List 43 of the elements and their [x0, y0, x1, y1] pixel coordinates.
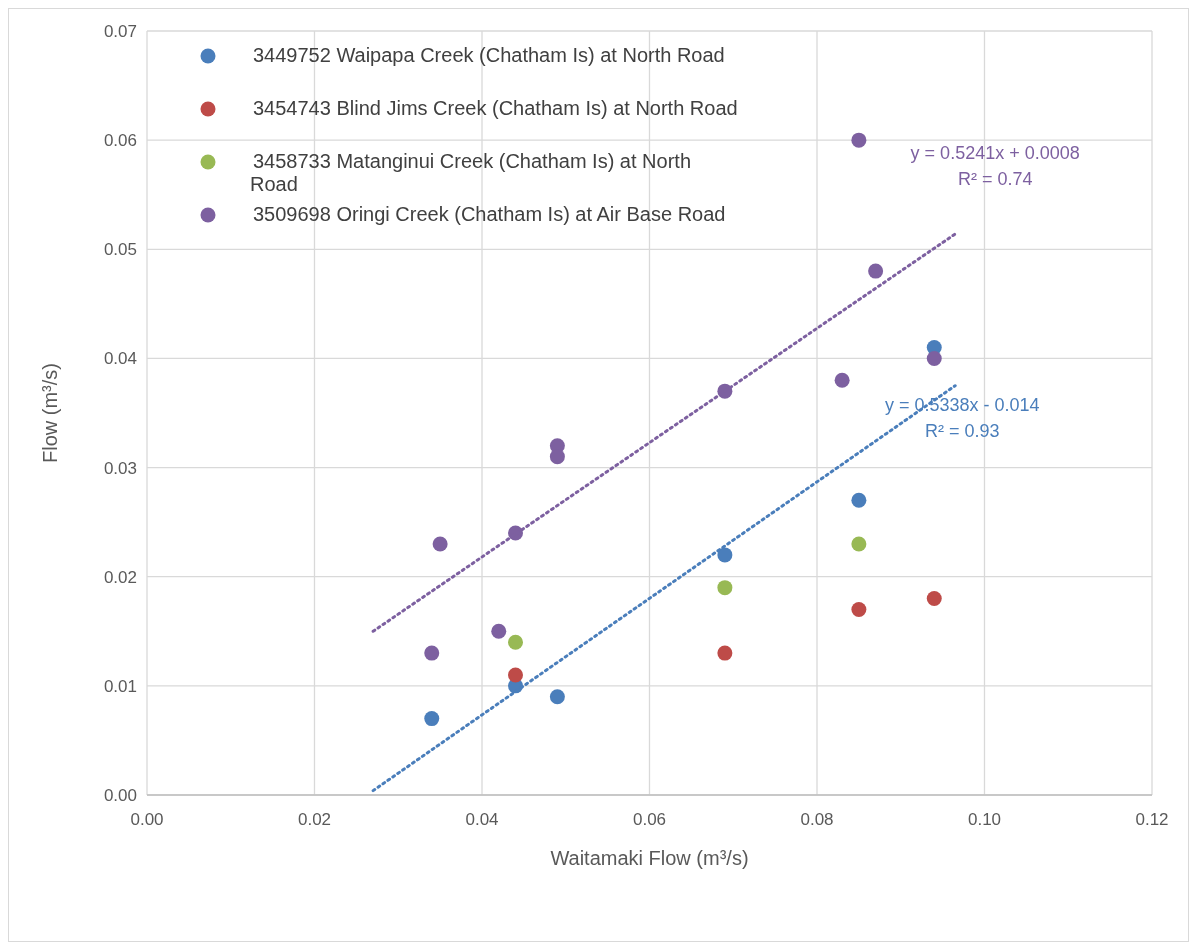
x-tick-label: 0.06	[632, 810, 667, 829]
x-tick-label: 0.02	[297, 810, 332, 829]
y-tick-label: 0.03	[103, 458, 137, 478]
point	[424, 711, 440, 727]
annotation: y = 0.5241x + 0.0008	[910, 143, 1080, 164]
point	[868, 263, 884, 279]
y-axis-title: Flow (m³/s)	[39, 363, 61, 463]
point	[851, 536, 867, 552]
y-tick-label: 0.00	[103, 786, 137, 805]
y-tick-label: 0.06	[103, 131, 137, 151]
point	[717, 547, 733, 563]
y-tick-label: 0.01	[103, 676, 137, 696]
annotation: R² = 0.74	[957, 169, 1033, 190]
point	[834, 372, 850, 388]
legend-label: 3449752 Waipapa Creek (Chatham Is) at North Road	[253, 44, 725, 66]
point	[851, 601, 867, 617]
y-tick-label: 0.07	[103, 22, 137, 41]
x-tick-label: 0.08	[800, 810, 834, 829]
point	[508, 634, 523, 650]
legend-label: 3509698 Oringi Creek (Chatham Is) at Air Base Road	[253, 203, 726, 225]
point	[549, 449, 565, 465]
point	[717, 645, 733, 661]
x-axis-title: Waitamaki Flow (m³/s)	[550, 847, 749, 869]
x-tick-label: 0.00	[130, 810, 164, 829]
y-tick-label: 0.02	[103, 567, 137, 587]
point	[508, 667, 523, 683]
point	[851, 132, 867, 148]
point	[851, 492, 867, 508]
legend-label: 3454743 Blind Jims Creek (Chatham Is) at North Road	[253, 97, 738, 119]
point	[424, 645, 440, 661]
x-tick-label: 0.10	[967, 810, 1002, 829]
x-tick-label: 0.12	[1135, 810, 1169, 829]
point	[432, 536, 448, 552]
legend-label: 3458733 Matanginui Creek (Chatham Is) at North Road	[250, 150, 692, 195]
point	[926, 591, 942, 607]
y-tick-label: 0.05	[103, 240, 137, 260]
annotation: R² = 0.93	[924, 420, 1000, 441]
point	[491, 623, 507, 639]
x-tick-label: 0.04	[465, 810, 499, 829]
point	[549, 689, 565, 705]
y-tick-label: 0.04	[103, 349, 137, 369]
point	[717, 580, 733, 596]
point	[926, 350, 942, 366]
